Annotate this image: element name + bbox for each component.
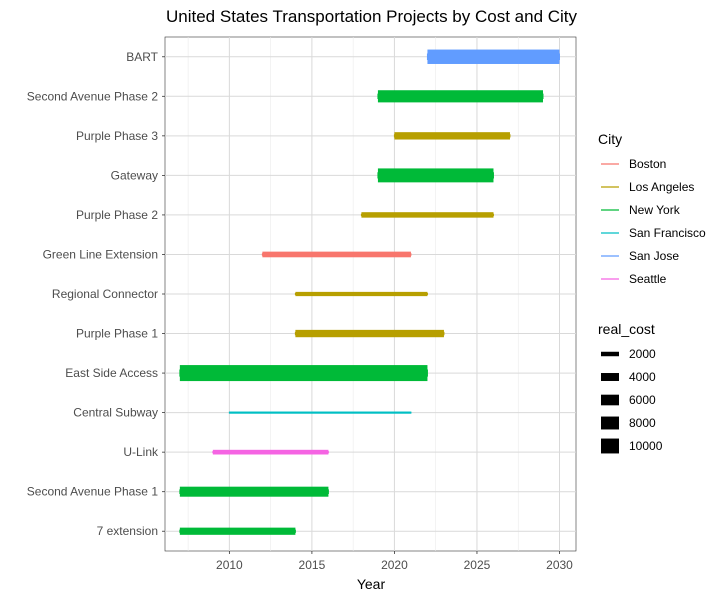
legend-city-label: Seattle [629, 272, 667, 286]
project-bar [229, 411, 411, 414]
y-tick-label: Green Line Extension [43, 247, 158, 261]
legend-city-label: New York [629, 203, 681, 217]
x-tick-label: 2020 [381, 558, 408, 572]
project-bar [179, 365, 428, 382]
project-bar [295, 291, 428, 297]
legend-city-label: San Jose [629, 249, 679, 263]
project-bar [377, 168, 494, 183]
x-tick-label: 2010 [216, 558, 243, 572]
x-tick-label: 2030 [546, 558, 573, 572]
y-tick-label: BART [126, 50, 158, 64]
legend-size-label: 2000 [629, 347, 656, 361]
legend-real-cost-title: real_cost [598, 321, 655, 337]
legend-size-key [601, 438, 619, 454]
legend-size-key [601, 351, 619, 357]
legend-city-label: San Francisco [629, 226, 706, 240]
legend-size-label: 8000 [629, 416, 656, 430]
legend-city: City Boston Los Angeles New York San Franci… [598, 131, 706, 286]
x-tick-label: 2025 [464, 558, 491, 572]
legend-size-label: 4000 [629, 370, 656, 384]
legend-size-label: 6000 [629, 393, 656, 407]
plot-panel [164, 36, 577, 552]
y-axis-tick-labels: BART Second Avenue Phase 2 Purple Phase 3 G… [27, 50, 165, 538]
legend-size-label: 10000 [629, 439, 663, 453]
x-axis-tick-labels: 2010 2015 2020 2025 2030 [216, 551, 573, 572]
legend-city-label: Los Angeles [629, 180, 694, 194]
x-tick-label: 2015 [299, 558, 326, 572]
x-axis-title: Year [357, 576, 386, 592]
project-bar [427, 49, 560, 64]
y-tick-label: Regional Connector [52, 287, 158, 301]
project-bar [179, 527, 296, 535]
y-tick-label: U-Link [123, 445, 159, 459]
legend-size-key [601, 394, 619, 406]
y-tick-label: Second Avenue Phase 1 [27, 485, 159, 499]
legend-real-cost: real_cost 2000 4000 6000 8000 10000 [598, 321, 663, 454]
project-bar [212, 449, 329, 455]
chart-title: United States Transportation Projects by… [166, 7, 578, 26]
y-tick-label: Purple Phase 2 [76, 208, 158, 222]
legend-size-key [601, 373, 619, 381]
project-bar [394, 132, 510, 140]
y-tick-label: Second Avenue Phase 2 [27, 89, 159, 103]
project-bar [377, 90, 543, 103]
legend-size-key [601, 416, 619, 430]
project-bar [361, 212, 494, 218]
project-bar [179, 486, 329, 497]
project-bars [179, 49, 560, 535]
legend-city-label: Boston [629, 157, 666, 171]
y-tick-label: Central Subway [73, 406, 158, 420]
y-tick-label: Purple Phase 3 [76, 129, 158, 143]
legend-city-title: City [598, 131, 622, 147]
project-bar [295, 329, 444, 338]
y-tick-label: Gateway [111, 168, 158, 182]
gridlines [165, 37, 576, 551]
y-tick-label: 7 extension [97, 524, 158, 538]
y-tick-label: East Side Access [65, 366, 158, 380]
project-bar [262, 251, 411, 258]
y-tick-label: Purple Phase 1 [76, 327, 158, 341]
